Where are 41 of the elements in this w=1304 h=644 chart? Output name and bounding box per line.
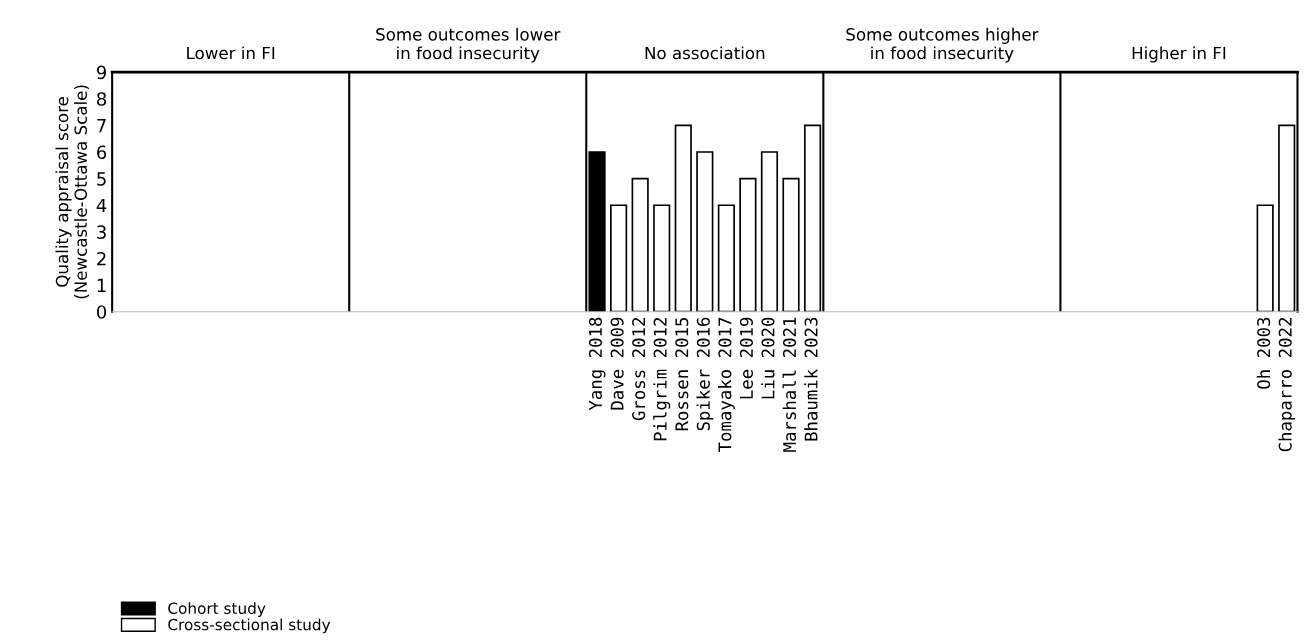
y-tick-label: 9 — [96, 65, 107, 80]
text: Lower in FI — [187, 46, 275, 60]
bar — [674, 124, 692, 312]
bar — [760, 151, 779, 312]
y-axis-title: Quality appraisal score (Newcastle-Ottawa Scale) — [55, 85, 89, 299]
legend-label: Cross-sectional study — [168, 618, 331, 634]
text: No association — [645, 46, 765, 60]
x-tick-label: Bhaumik 2023 — [804, 317, 818, 441]
bar — [717, 204, 735, 312]
y-tick-label: 6 — [97, 145, 107, 160]
x-tick-label: Lee 2019 — [739, 317, 753, 399]
legend-label: Cohort study — [168, 602, 266, 617]
text: Some outcomes lower in food insecurity — [376, 27, 561, 63]
text: Some outcomes higher in food insecurity — [846, 27, 1039, 63]
x-tick-label: Rossen 2015 — [675, 317, 689, 431]
y-tick-label: 7 — [97, 119, 106, 133]
y-tick-label: 2 — [97, 251, 106, 266]
y-tick-label: 4 — [96, 198, 107, 213]
y-tick-label: 1 — [97, 278, 106, 292]
x-tick-label: Gross 2012 — [632, 318, 646, 421]
bar — [631, 177, 649, 312]
x-tick-label: Oh 2003 — [1256, 317, 1271, 389]
bar — [653, 204, 671, 312]
x-tick-label: Tomayako 2017 — [718, 317, 735, 453]
bar — [1256, 204, 1274, 312]
bar — [782, 177, 800, 312]
y-tick-label: 5 — [97, 172, 106, 186]
x-tick-label: Pilgrim 2012 — [653, 318, 671, 441]
y-tick-label: 8 — [97, 92, 107, 106]
x-tick-label: Liu 2020 — [761, 317, 775, 399]
x-tick-label: Marshall 2021 — [782, 317, 797, 452]
x-tick-label: Yang 2018 — [588, 317, 606, 411]
bar — [696, 151, 714, 312]
x-tick-label: Chaparro 2022 — [1278, 318, 1296, 452]
x-tick-label: Spiker 2016 — [696, 317, 714, 431]
text: Higher in FI — [1132, 46, 1226, 63]
bar — [739, 177, 757, 312]
x-tick-label: Dave 2009 — [610, 317, 624, 410]
bar — [610, 204, 628, 312]
y-tick-label: 3 — [97, 225, 106, 239]
y-tick-label: 0 — [96, 305, 107, 319]
